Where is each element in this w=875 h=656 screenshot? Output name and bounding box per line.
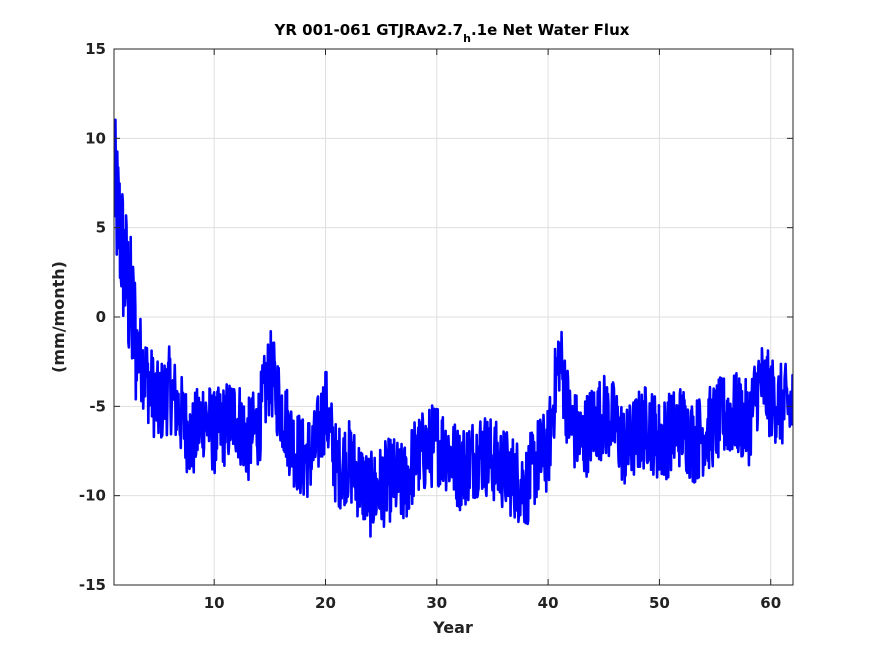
x-tick-label: 10 [204, 594, 225, 612]
y-tick-label: 10 [85, 129, 106, 147]
x-axis-label: Year [432, 618, 473, 637]
y-tick-label: -15 [79, 576, 106, 594]
x-tick-label: 30 [426, 594, 447, 612]
chart-title-main: YR 001-061 GTJRAv2.7 [274, 21, 464, 39]
y-tick-label: -5 [89, 397, 106, 415]
x-tick-label: 40 [538, 594, 559, 612]
y-axis-label: (mm/month) [49, 261, 68, 373]
y-tick-label: 15 [85, 40, 106, 58]
tick-layer: 10 20 30 40 50 60 -15 -10 -5 0 5 10 15 [79, 40, 793, 612]
chart-title-subscript: h [463, 32, 471, 45]
series-line-0 [114, 118, 793, 538]
grid-layer [114, 49, 793, 585]
series-layer [114, 118, 793, 538]
y-tick-label: 0 [96, 308, 106, 326]
chart-title-suffix: .1e Net Water Flux [471, 21, 630, 39]
x-tick-label: 20 [315, 594, 336, 612]
chart-title: YR 001-061 GTJRAv2.7h.1e Net Water Flux [274, 21, 630, 45]
x-tick-label: 60 [760, 594, 781, 612]
y-tick-label: 5 [96, 219, 106, 237]
y-tick-label: -10 [79, 487, 106, 505]
x-tick-label: 50 [649, 594, 670, 612]
